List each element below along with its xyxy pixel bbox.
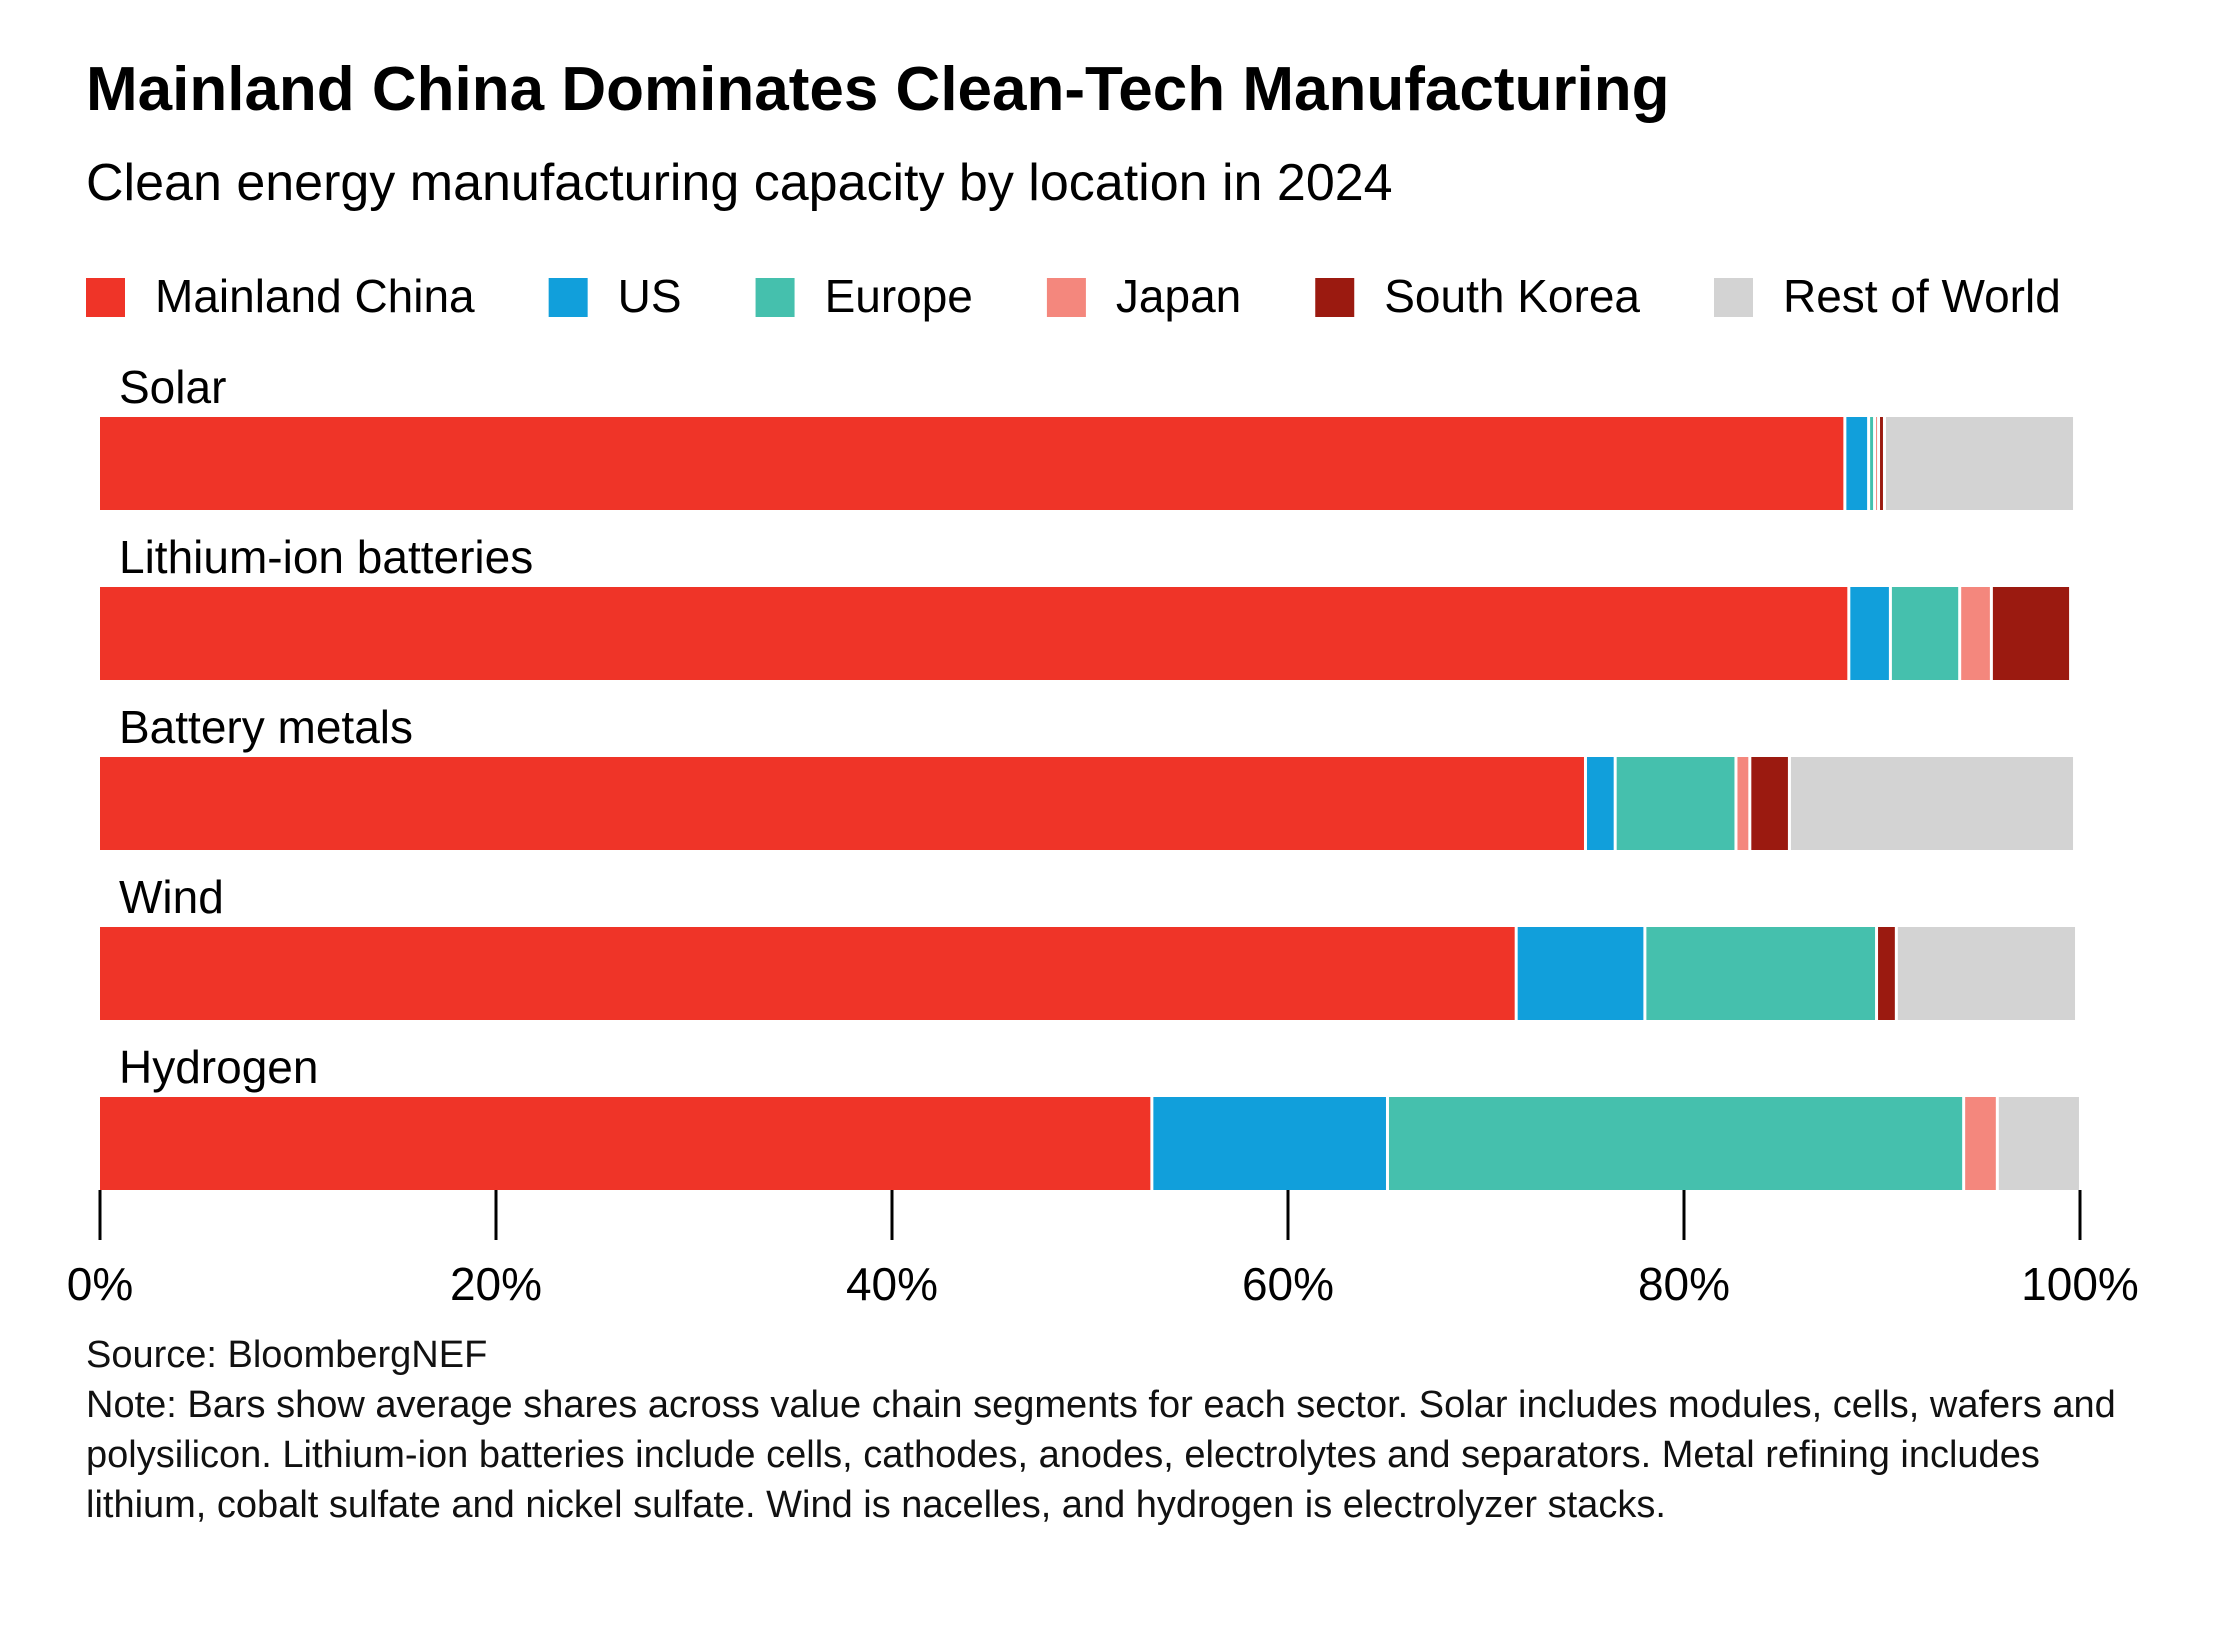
chart: Mainland China Dominates Clean-Tech Manu… [67,55,2139,1310]
chart-title: Mainland China Dominates Clean-Tech Manu… [86,55,1669,124]
bar-segment [1891,587,1959,680]
x-tick-label: 40% [846,1258,938,1310]
bar-segment [1846,417,1868,510]
bar-segment [1388,1097,1963,1190]
bar-segment [1992,587,2070,680]
bar-segment [1790,757,2074,850]
legend-label: Japan [1116,270,1241,322]
legend-label: Mainland China [155,270,475,322]
x-tick-label: 100% [2021,1258,2139,1310]
legend-label: US [618,270,682,322]
bar-segment [1517,927,1644,1020]
legend-swatch [1714,278,1753,317]
bar-segment [1737,757,1749,850]
bar-segment [1961,587,1990,680]
category-label: Battery metals [119,701,413,753]
bar-segment [100,417,1844,510]
bar-segment [1878,927,1895,1020]
x-tick-label: 0% [67,1258,133,1310]
x-tick-label: 20% [450,1258,542,1310]
bar-segment [100,587,1848,680]
x-tick-label: 80% [1638,1258,1730,1310]
chart-subtitle: Clean energy manufacturing capacity by l… [86,154,1393,212]
bar-segment [1616,757,1735,850]
legend-swatch [86,278,125,317]
bar-segment [1965,1097,1996,1190]
legend-swatch [548,278,588,317]
bar-segment [1885,417,2074,510]
bar-segment [100,1097,1151,1190]
legend-swatch [1046,278,1086,317]
bar-segment [1850,587,1889,680]
legend-label: Rest of World [1783,270,2061,322]
bar-segment [1880,417,1883,510]
legend-swatch [755,278,795,317]
category-label: Solar [119,361,226,413]
category-label: Lithium-ion batteries [119,531,533,583]
bar-segment [1646,927,1876,1020]
bar-segment [1870,417,1874,510]
bar-segment [1751,757,1788,850]
bar-segment [1876,417,1878,510]
bar-segment [100,757,1584,850]
legend-label: South Korea [1384,270,1640,322]
legend-swatch [1315,278,1355,317]
note: Note: Bars show average shares across va… [86,1384,2116,1526]
bar-segment [1586,757,1614,850]
category-label: Hydrogen [119,1041,318,1093]
bar-segment [1897,927,2076,1020]
bar-segment [1998,1097,2079,1190]
x-tick-label: 60% [1242,1258,1334,1310]
bar-segment [1153,1097,1386,1190]
footer: Source: BloombergNEF Note: Bars show ave… [86,1330,2166,1530]
legend-label: Europe [825,270,973,322]
bar-segment [100,927,1515,1020]
category-label: Wind [119,871,224,923]
source: Source: BloombergNEF [86,1334,488,1376]
